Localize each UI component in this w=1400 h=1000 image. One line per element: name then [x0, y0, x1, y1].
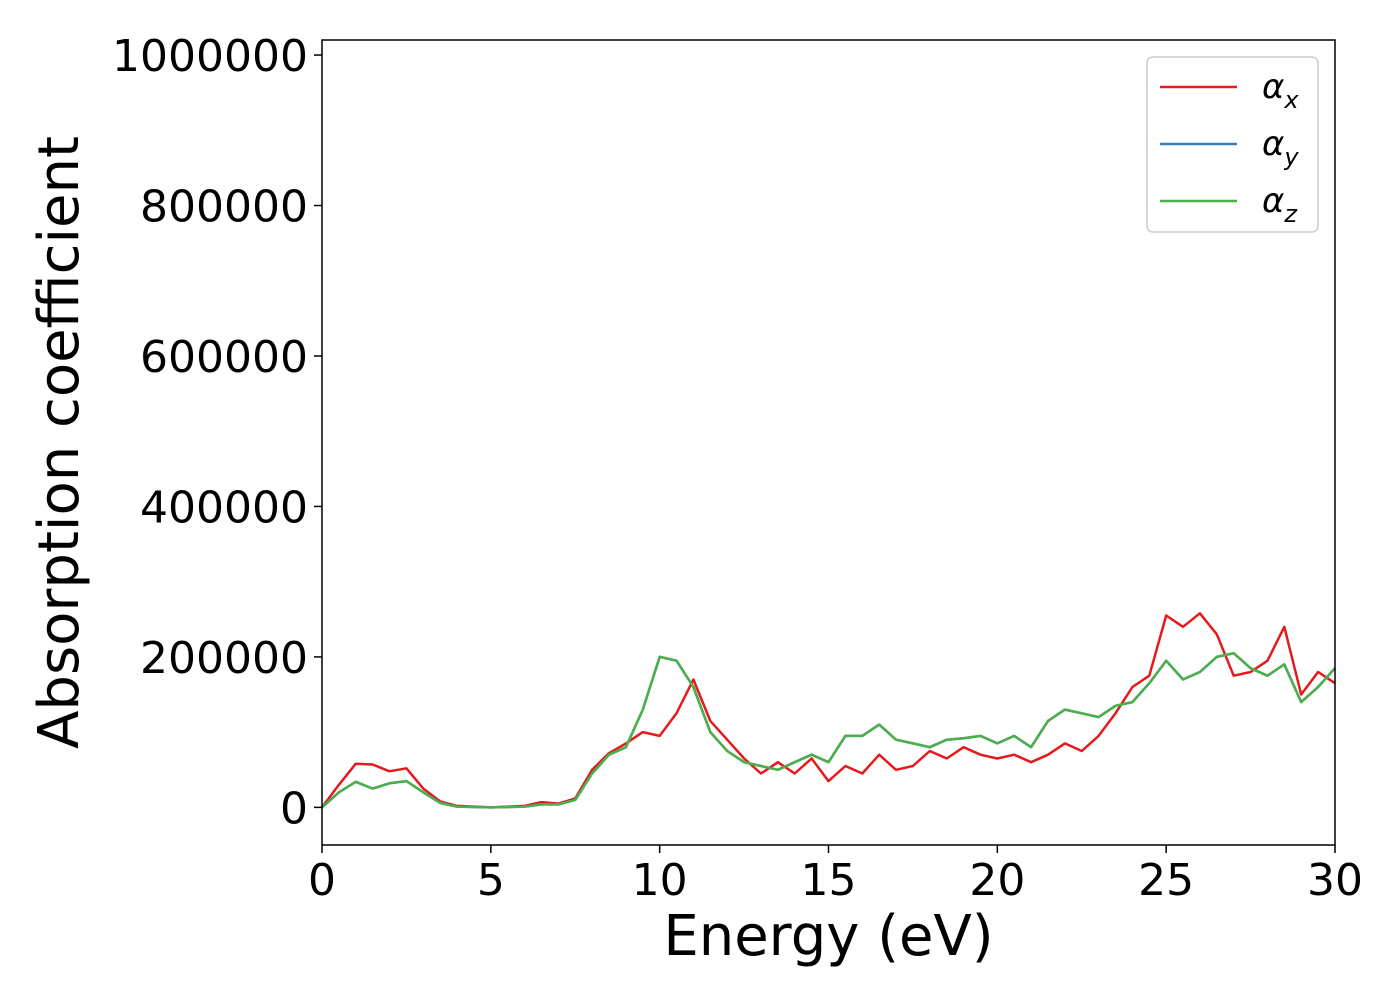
y-axis-ticks: 0 200000 400000 600000 800000 1000000 — [112, 31, 322, 834]
x-tick-label: 0 — [308, 855, 336, 906]
x-axis-label: Energy (eV) — [663, 904, 993, 969]
x-tick-label: 5 — [477, 855, 505, 906]
series-line-3 — [321, 651, 1336, 809]
legend-label: αy — [1262, 124, 1299, 171]
y-tick-label: 200000 — [140, 633, 308, 684]
x-tick-label: 20 — [969, 855, 1025, 906]
y-tick-label: 800000 — [140, 182, 308, 233]
legend-label: αz — [1262, 181, 1298, 228]
series-line-2 — [321, 651, 1336, 809]
series-layer — [320, 612, 1336, 809]
legend-label: αx — [1262, 67, 1299, 114]
x-axis-ticks: 0 5 10 15 20 25 30 — [308, 845, 1363, 906]
y-tick-label: 400000 — [140, 482, 308, 533]
x-tick-label: 15 — [801, 855, 857, 906]
x-tick-label: 30 — [1307, 855, 1363, 906]
y-axis-label: Absorption coefficient — [27, 136, 92, 749]
y-tick-label: 1000000 — [112, 31, 308, 82]
x-tick-label: 10 — [632, 855, 688, 906]
legend: αx αy αz — [1146, 56, 1319, 233]
y-tick-label: 600000 — [140, 332, 308, 383]
x-tick-label: 25 — [1138, 855, 1194, 906]
series-line-1 — [320, 612, 1336, 809]
y-tick-label: 0 — [280, 783, 308, 834]
